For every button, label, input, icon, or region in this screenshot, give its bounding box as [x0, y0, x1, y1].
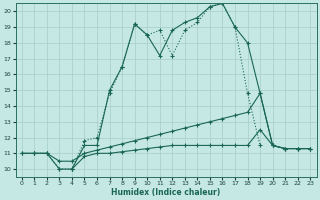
X-axis label: Humidex (Indice chaleur): Humidex (Indice chaleur) — [111, 188, 221, 197]
